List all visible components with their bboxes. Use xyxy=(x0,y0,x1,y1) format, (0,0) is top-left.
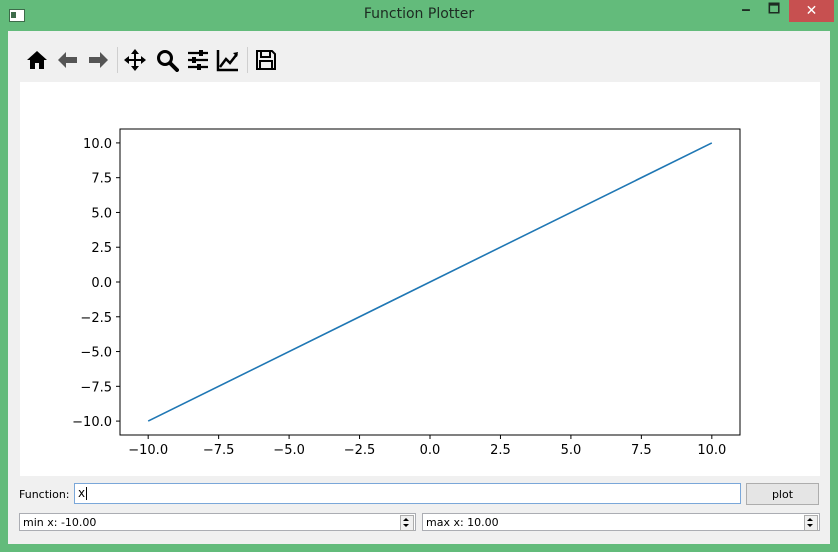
x-tick-label: 10.0 xyxy=(697,443,726,458)
close-button[interactable]: ✕ xyxy=(789,0,834,22)
y-tick-label: −10.0 xyxy=(72,415,112,430)
y-tick-label: 7.5 xyxy=(91,172,112,187)
function-label: Function: xyxy=(19,488,70,501)
x-tick-label: 5.0 xyxy=(561,443,582,458)
x-tick-label: −5.0 xyxy=(273,443,305,458)
y-tick-label: 0.0 xyxy=(91,276,112,291)
forward-arrow-icon[interactable] xyxy=(85,47,111,73)
max-x-value: max x: 10.00 xyxy=(426,516,499,529)
title-bar[interactable]: Function Plotter 🗕 🗖 ✕ xyxy=(0,0,838,30)
y-tick-label: −7.5 xyxy=(80,380,112,395)
plot-canvas[interactable]: −10.0 −7.5 −5.0 −2.5 0.0 2.5 5.0 7.5 10.0 −10.0 −7… xyxy=(20,82,820,476)
x-tick-label: 0.0 xyxy=(420,443,441,458)
x-tick-label: −10.0 xyxy=(128,443,168,458)
pan-icon[interactable] xyxy=(122,47,148,73)
back-arrow-icon[interactable] xyxy=(55,47,81,73)
y-tick-label: 2.5 xyxy=(91,241,112,256)
minimize-button[interactable]: 🗕 xyxy=(741,2,751,17)
series-line xyxy=(147,142,713,422)
spin-up-icon[interactable] xyxy=(403,518,409,521)
save-icon[interactable] xyxy=(253,47,279,73)
client-area: −10.0 −7.5 −5.0 −2.5 0.0 2.5 5.0 7.5 10.0 −10.0 −7… xyxy=(8,31,830,544)
edit-axes-icon[interactable] xyxy=(215,47,241,73)
min-x-spinbox[interactable]: min x: -10.00 xyxy=(19,513,416,531)
function-input[interactable]: x xyxy=(74,483,741,504)
y-tick-label: 5.0 xyxy=(91,206,112,221)
toolbar-separator xyxy=(247,47,248,73)
x-tick-label: −7.5 xyxy=(203,443,235,458)
spin-down-icon[interactable] xyxy=(403,524,409,527)
x-tick-label: −2.5 xyxy=(344,443,376,458)
chart-svg: −10.0 −7.5 −5.0 −2.5 0.0 2.5 5.0 7.5 10.0 −10.0 −7… xyxy=(72,128,741,458)
y-tick-label: −5.0 xyxy=(80,346,112,361)
plot-button[interactable]: plot xyxy=(746,483,819,505)
max-x-spinbox[interactable]: max x: 10.00 xyxy=(422,513,820,531)
home-icon[interactable] xyxy=(24,47,50,73)
y-tick-label: −2.5 xyxy=(80,311,112,326)
toolbar-separator xyxy=(117,47,118,73)
navigation-toolbar xyxy=(8,31,830,81)
x-tick-label: 7.5 xyxy=(631,443,652,458)
min-x-spin-arrows[interactable] xyxy=(400,515,414,531)
function-input-value: x xyxy=(78,486,86,500)
maximize-button[interactable]: 🗖 xyxy=(767,2,781,17)
y-tick-label: 10.0 xyxy=(83,137,112,152)
window-title: Function Plotter xyxy=(363,6,475,22)
text-caret xyxy=(86,487,88,500)
zoom-icon[interactable] xyxy=(154,47,180,73)
spin-up-icon[interactable] xyxy=(807,518,813,521)
spin-down-icon[interactable] xyxy=(807,524,813,527)
app-icon xyxy=(9,9,25,22)
subplots-config-icon[interactable] xyxy=(185,47,211,73)
x-tick-label: 2.5 xyxy=(490,443,511,458)
min-x-value: min x: -10.00 xyxy=(23,516,97,529)
max-x-spin-arrows[interactable] xyxy=(804,515,818,531)
